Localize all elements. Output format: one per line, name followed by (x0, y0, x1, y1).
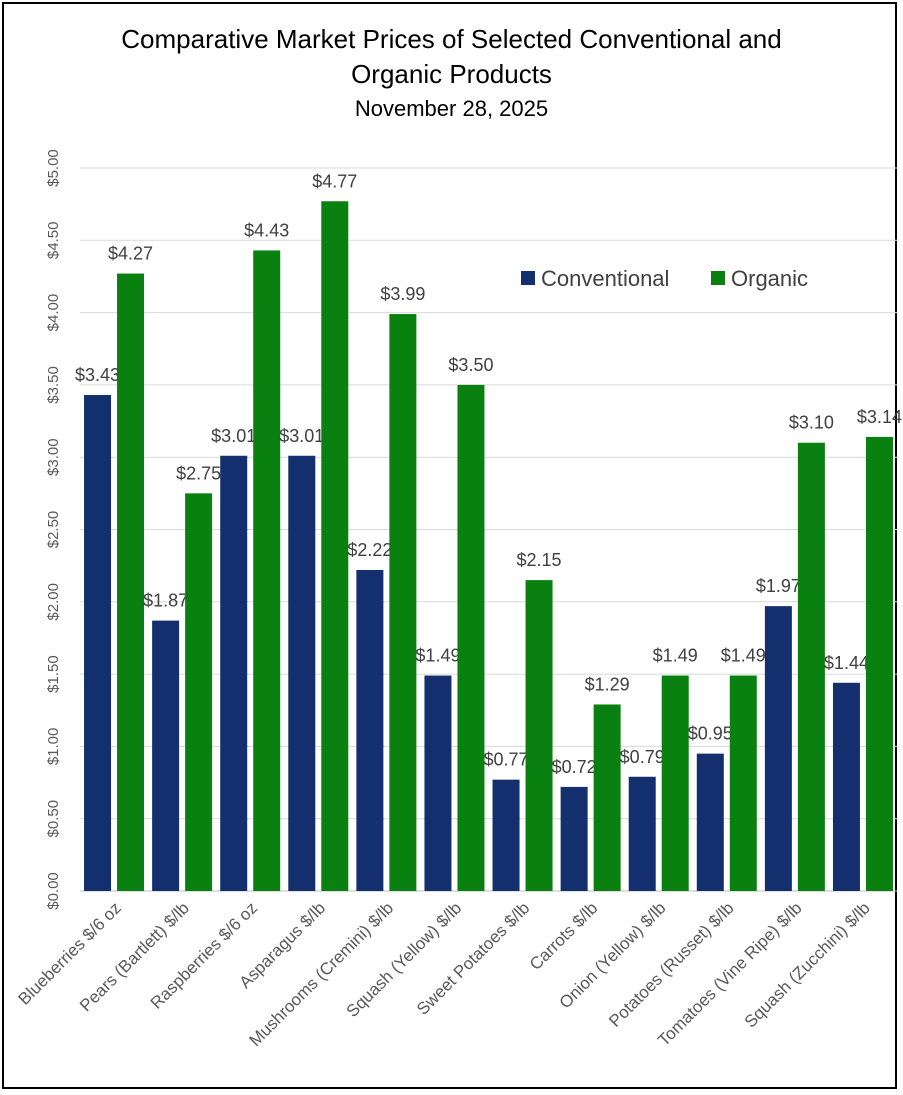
data-label: $3.99 (380, 284, 425, 304)
conventional-bar (696, 753, 724, 891)
data-label: $3.10 (789, 413, 834, 433)
data-label: $1.44 (824, 653, 869, 673)
category-label: Sweet Potatoes $/lb (413, 898, 533, 1018)
conventional-bar (152, 620, 180, 891)
category-label: Carrots $/lb (526, 898, 602, 974)
data-label: $3.14 (857, 407, 902, 427)
organic-bar (729, 675, 757, 891)
organic-bar (525, 580, 553, 891)
y-tick-label: $0.00 (45, 872, 62, 910)
y-tick-label: $0.50 (45, 800, 62, 838)
data-label: $0.95 (688, 724, 733, 744)
organic-bar (321, 201, 349, 891)
conventional-bar (84, 395, 112, 891)
y-tick-label: $2.00 (45, 583, 62, 621)
conventional-bar (492, 779, 520, 891)
conventional-bar (220, 455, 248, 891)
conventional-bar (832, 682, 860, 891)
chart-title: Comparative Market Prices of Selected Co… (0, 22, 903, 92)
y-tick-label: $4.50 (45, 222, 62, 260)
conventional-bar (764, 606, 792, 891)
data-label: $1.97 (756, 576, 801, 596)
y-tick-label: $2.50 (45, 511, 62, 549)
organic-bar (661, 675, 689, 891)
data-label: $2.22 (347, 540, 392, 560)
category-label: Squash (Yellow) $/lb (343, 898, 466, 1021)
y-tick-label: $5.00 (45, 149, 62, 187)
data-label: $0.72 (552, 757, 597, 777)
organic-bar (389, 314, 417, 891)
data-label: $1.49 (415, 646, 460, 666)
conventional-bar (424, 675, 452, 891)
data-label: $4.43 (244, 220, 289, 240)
category-label: Mushrooms (Cremini) $/lb (245, 898, 397, 1050)
y-tick-label: $3.00 (45, 438, 62, 476)
organic-bar (457, 384, 485, 891)
chart-title-line1: Comparative Market Prices of Selected Co… (121, 24, 782, 54)
organic-legend-swatch (711, 271, 725, 285)
conventional-legend-label: Conventional (541, 266, 669, 291)
conventional-bar (288, 455, 316, 891)
conventional-legend-swatch (521, 271, 535, 285)
y-tick-label: $3.50 (45, 366, 62, 404)
conventional-bar (560, 786, 588, 891)
data-label: $3.50 (448, 355, 493, 375)
data-label: $3.01 (279, 426, 324, 446)
data-label: $1.29 (585, 674, 630, 694)
chart-subtitle: November 28, 2025 (354, 96, 549, 121)
category-label: Squash (Zucchini) $/lb (741, 898, 874, 1031)
data-label: $2.15 (517, 550, 562, 570)
data-label: $1.49 (721, 646, 766, 666)
chart-title-line2: Organic Products (351, 59, 552, 89)
conventional-bar (356, 569, 384, 891)
organic-bar (117, 273, 145, 892)
organic-bar (185, 493, 213, 891)
y-tick-label: $4.00 (45, 294, 62, 332)
category-label: Potatoes (Russet) $/lb (605, 898, 737, 1030)
data-label: $4.27 (108, 244, 153, 264)
data-label: $2.75 (176, 463, 221, 483)
data-label: $3.01 (211, 426, 256, 446)
organic-legend-label: Organic (731, 266, 808, 291)
y-tick-label: $1.50 (45, 655, 62, 693)
category-label: Tomatoes (Vine Ripe) $/lb (654, 898, 806, 1050)
data-label: $4.77 (312, 171, 357, 191)
y-tick-label: $1.00 (45, 728, 62, 766)
data-label: $0.79 (620, 747, 665, 767)
data-label: $1.49 (653, 646, 698, 666)
organic-bar (797, 442, 825, 891)
conventional-bar (628, 776, 656, 891)
organic-bar (253, 250, 281, 891)
data-label: $0.77 (484, 750, 529, 770)
data-label: $1.87 (143, 591, 188, 611)
organic-bar (593, 704, 621, 891)
data-label: $3.43 (75, 365, 120, 385)
organic-bar (865, 436, 893, 891)
